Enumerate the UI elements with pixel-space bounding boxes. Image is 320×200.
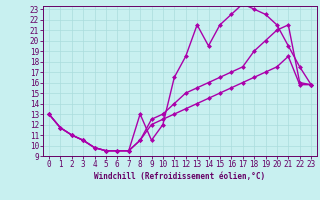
X-axis label: Windchill (Refroidissement éolien,°C): Windchill (Refroidissement éolien,°C) (94, 172, 266, 181)
